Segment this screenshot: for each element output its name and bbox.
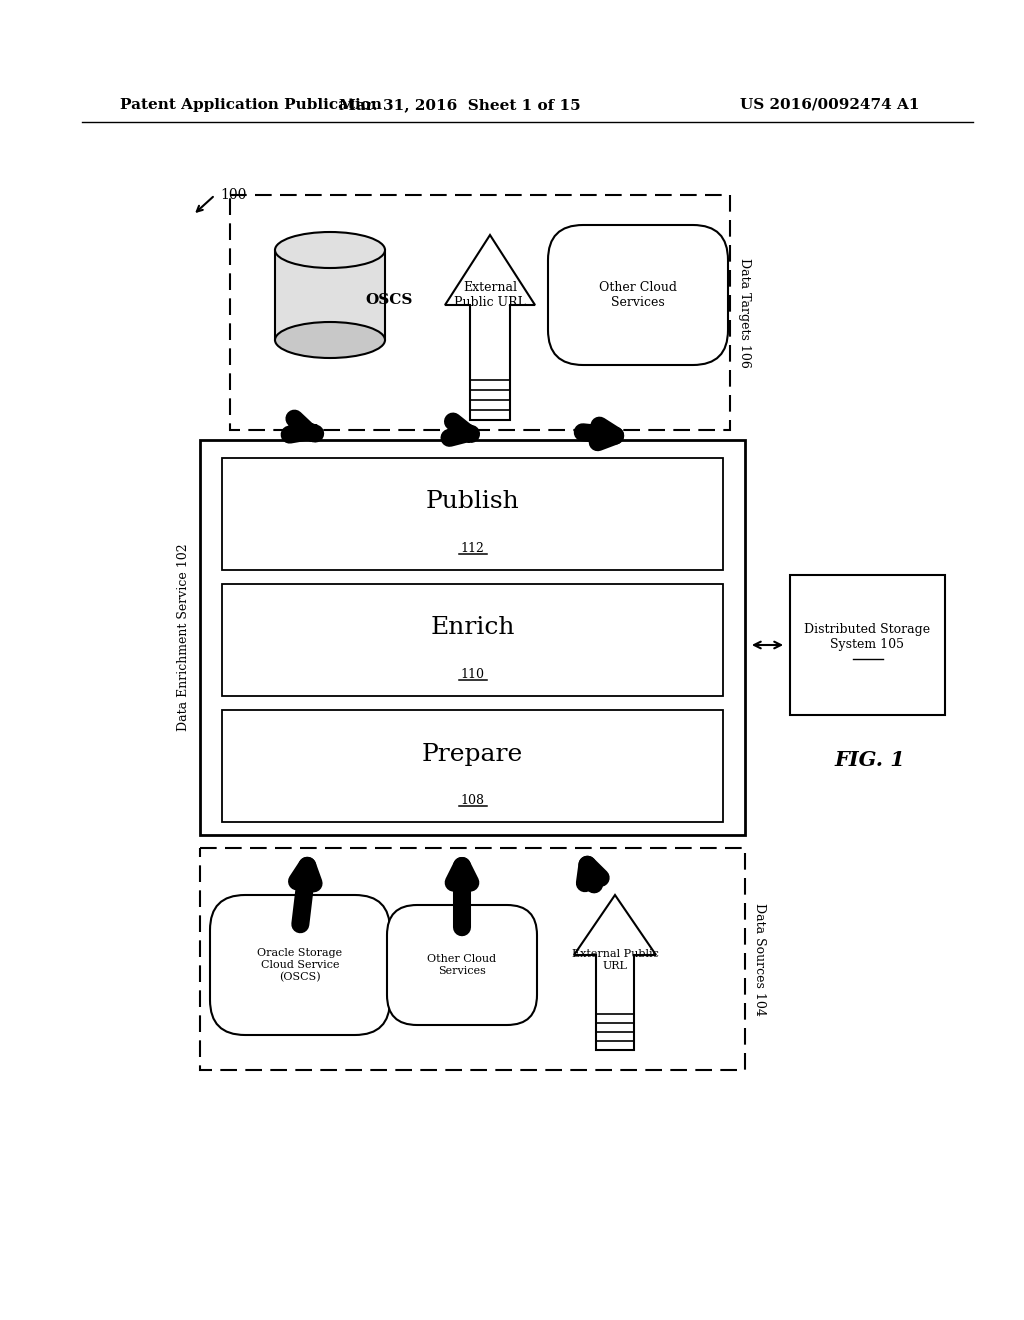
Ellipse shape [275,322,385,358]
Text: External
Public URL: External Public URL [454,281,526,309]
Text: Other Cloud
Services: Other Cloud Services [599,281,677,309]
Text: Data Sources 104: Data Sources 104 [753,903,766,1015]
Text: Prepare: Prepare [422,742,523,766]
Text: 100: 100 [220,187,247,202]
Text: 110: 110 [461,668,484,681]
Text: Distributed Storage
System 105: Distributed Storage System 105 [805,623,931,651]
Bar [222,458,723,570]
Text: US 2016/0092474 A1: US 2016/0092474 A1 [740,98,920,112]
Polygon shape [574,895,656,1049]
Bar [200,440,745,836]
Text: OSCS: OSCS [365,293,413,308]
Text: Data Enrichment Service 102: Data Enrichment Service 102 [177,544,190,731]
Bar [222,710,723,822]
Bar [200,847,745,1071]
FancyBboxPatch shape [548,224,728,366]
Bar [222,583,723,696]
Text: FIG. 1: FIG. 1 [835,750,905,770]
Text: Enrich: Enrich [430,616,515,639]
Bar [790,576,945,715]
Text: 112: 112 [461,541,484,554]
FancyBboxPatch shape [210,895,390,1035]
FancyBboxPatch shape [387,906,537,1026]
Text: 108: 108 [461,793,484,807]
Text: Oracle Storage
Cloud Service
(OSCS): Oracle Storage Cloud Service (OSCS) [257,948,343,982]
Text: Mar. 31, 2016  Sheet 1 of 15: Mar. 31, 2016 Sheet 1 of 15 [339,98,581,112]
Text: Patent Application Publication: Patent Application Publication [120,98,382,112]
Text: Publish: Publish [426,491,519,513]
Text: Data Targets 106: Data Targets 106 [737,257,751,367]
Ellipse shape [275,232,385,268]
Bar [275,249,385,341]
Polygon shape [445,235,535,420]
Bar [230,195,730,430]
Text: Other Cloud
Services: Other Cloud Services [427,954,497,975]
Text: External Public
URL: External Public URL [571,949,658,970]
